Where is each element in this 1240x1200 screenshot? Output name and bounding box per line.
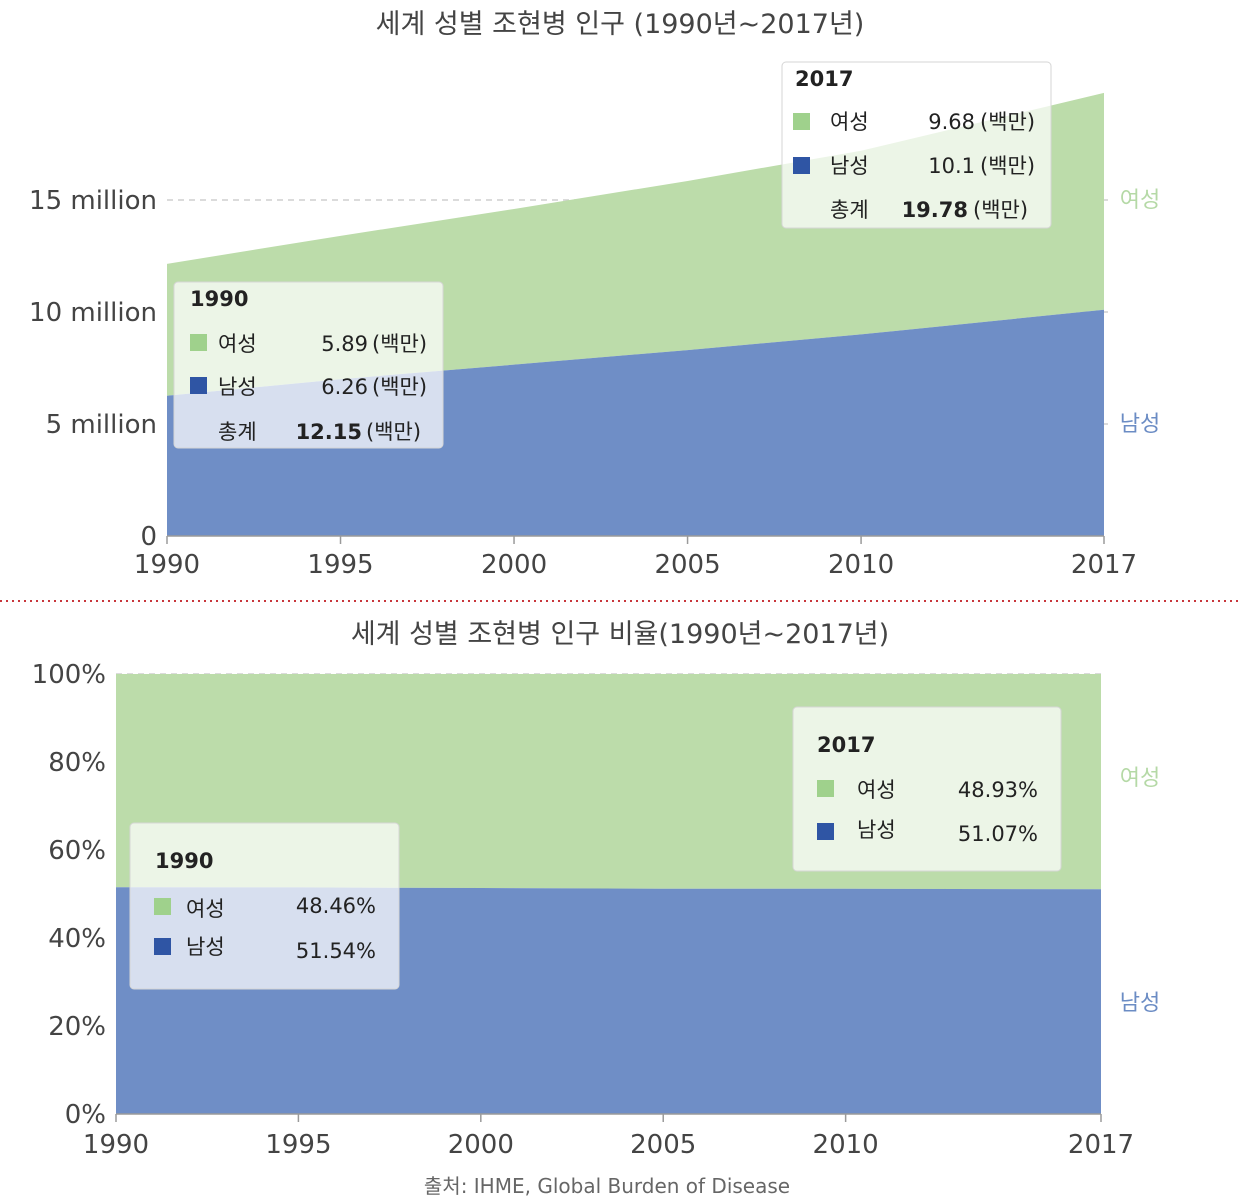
y-tick-label: 40%: [48, 924, 106, 954]
x-tick-label: 1995: [265, 1130, 331, 1160]
x-tick-label: 2005: [630, 1130, 696, 1160]
female-swatch: [154, 898, 171, 915]
x-tick-label: 2010: [813, 1130, 879, 1160]
total-label: 총계: [218, 420, 257, 444]
y-axis: 0 5 million 10 million 15 million: [29, 186, 157, 552]
female-value: 5.89: [321, 332, 368, 356]
annotation-box-1990: 1990 여성 5.89 (백만) 남성 6.26 (백만) 총계 12.15 …: [173, 281, 444, 449]
male-label: 남성: [218, 375, 257, 399]
x-tick-label: 1990: [83, 1130, 149, 1160]
annotation-box-bg: [129, 822, 400, 990]
male-unit: (백만): [980, 154, 1035, 178]
female-value: 9.68: [928, 110, 975, 134]
annotation-box-bg: [781, 61, 1052, 229]
y-tick-label: 0%: [65, 1100, 106, 1130]
female-value: 48.46%: [296, 894, 376, 918]
total-unit: (백만): [973, 198, 1028, 222]
male-value: 51.07%: [958, 822, 1038, 846]
series-label-male: 남성: [1120, 991, 1160, 1016]
male-label: 남성: [857, 818, 896, 842]
male-swatch: [190, 377, 207, 394]
source-credit: 출처: IHME, Global Burden of Disease: [424, 1174, 790, 1198]
x-axis: 1990 1995 2000 2005 2010 2017: [83, 1113, 1134, 1160]
female-label: 여성: [218, 332, 257, 356]
series-label-female: 여성: [1120, 188, 1160, 213]
female-value: 48.93%: [958, 778, 1038, 802]
y-tick-label: 15 million: [29, 186, 157, 216]
annotation-year: 2017: [817, 733, 875, 757]
series-label-female: 여성: [1120, 766, 1160, 791]
x-tick-label: 1995: [307, 550, 373, 580]
female-swatch: [793, 113, 810, 130]
male-swatch: [817, 823, 834, 840]
female-swatch: [190, 334, 207, 351]
male-value: 6.26: [321, 375, 368, 399]
total-value: 12.15: [296, 420, 362, 444]
chart-ratio: 세계 성별 조현병 인구 비율(1990년~2017년) 0% 20% 40% 60%…: [32, 619, 1161, 1198]
x-tick-label: 2017: [1071, 550, 1137, 580]
chart-title: 세계 성별 조현병 인구 (1990년~2017년): [376, 9, 865, 40]
female-label: 여성: [186, 897, 225, 921]
annotation-box-2017: 2017 여성 9.68 (백만) 남성 10.1 (백만) 총계 19.78 …: [781, 61, 1052, 229]
female-swatch: [817, 780, 834, 797]
male-swatch: [154, 938, 171, 955]
series-label-male: 남성: [1120, 412, 1160, 437]
male-label: 남성: [186, 935, 225, 959]
total-value: 19.78: [902, 198, 968, 222]
x-tick-label: 2017: [1068, 1130, 1134, 1160]
male-value: 10.1: [928, 154, 975, 178]
annotation-box-1990: 1990 여성 48.46% 남성 51.54%: [129, 822, 400, 990]
x-axis: 1990 1995 2000 2005 2010 2017: [134, 535, 1137, 580]
y-tick-label: 100%: [32, 660, 106, 690]
annotation-box-2017: 2017 여성 48.93% 남성 51.07%: [792, 706, 1062, 872]
x-tick-label: 2000: [448, 1130, 514, 1160]
y-tick-label: 20%: [48, 1012, 106, 1042]
y-tick-label: 60%: [48, 836, 106, 866]
annotation-box-bg: [173, 281, 444, 449]
y-axis: 0% 20% 40% 60% 80% 100%: [32, 660, 106, 1130]
annotation-year: 1990: [190, 287, 248, 311]
male-label: 남성: [830, 154, 869, 178]
chart-absolute: 세계 성별 조현병 인구 (1990년~2017년) 0 5 million 10 …: [29, 9, 1160, 580]
x-tick-label: 1990: [134, 550, 200, 580]
male-value: 51.54%: [296, 939, 376, 963]
female-unit: (백만): [372, 332, 427, 356]
female-unit: (백만): [980, 110, 1035, 134]
x-tick-label: 2000: [481, 550, 547, 580]
total-unit: (백만): [366, 420, 421, 444]
total-label: 총계: [830, 198, 869, 222]
female-label: 여성: [830, 110, 869, 134]
annotation-year: 2017: [795, 67, 853, 91]
male-swatch: [793, 157, 810, 174]
female-label: 여성: [857, 778, 896, 802]
y-tick-label: 80%: [48, 748, 106, 778]
x-tick-label: 2010: [828, 550, 894, 580]
x-tick-label: 2005: [654, 550, 720, 580]
annotation-year: 1990: [155, 849, 213, 873]
y-tick-label: 10 million: [29, 298, 157, 328]
y-tick-label: 5 million: [46, 410, 157, 440]
annotation-box-bg: [792, 706, 1062, 872]
chart-title: 세계 성별 조현병 인구 비율(1990년~2017년): [351, 619, 889, 650]
y-tick-label: 0: [140, 522, 157, 552]
area-male: [167, 309, 1104, 536]
male-unit: (백만): [372, 375, 427, 399]
